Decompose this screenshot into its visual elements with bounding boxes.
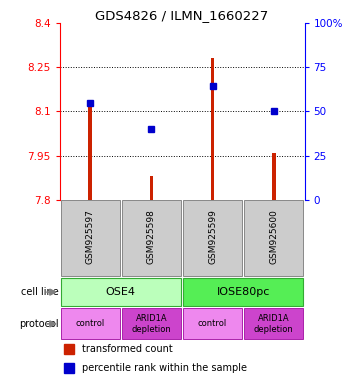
- Title: GDS4826 / ILMN_1660227: GDS4826 / ILMN_1660227: [95, 9, 269, 22]
- FancyBboxPatch shape: [244, 308, 303, 339]
- Text: control: control: [76, 319, 105, 328]
- Text: ARID1A
depletion: ARID1A depletion: [254, 314, 294, 334]
- Text: transformed count: transformed count: [82, 344, 172, 354]
- Bar: [64, 362, 74, 373]
- Text: protocol: protocol: [19, 319, 58, 329]
- Text: GSM925598: GSM925598: [147, 209, 156, 264]
- Text: percentile rank within the sample: percentile rank within the sample: [82, 363, 246, 373]
- FancyBboxPatch shape: [244, 200, 303, 276]
- Bar: [64, 344, 74, 354]
- Bar: [88, 106, 92, 200]
- FancyBboxPatch shape: [183, 278, 303, 306]
- Text: ARID1A
depletion: ARID1A depletion: [132, 314, 171, 334]
- Text: OSE4: OSE4: [106, 287, 136, 297]
- FancyBboxPatch shape: [61, 308, 120, 339]
- Text: control: control: [198, 319, 227, 328]
- FancyBboxPatch shape: [61, 278, 181, 306]
- FancyBboxPatch shape: [61, 200, 120, 276]
- Bar: [272, 152, 276, 200]
- Bar: [149, 176, 153, 200]
- Text: cell line: cell line: [21, 287, 58, 297]
- Text: IOSE80pc: IOSE80pc: [217, 287, 270, 297]
- Text: GSM925600: GSM925600: [270, 209, 278, 264]
- FancyBboxPatch shape: [122, 308, 181, 339]
- Text: GSM925597: GSM925597: [86, 209, 94, 264]
- FancyBboxPatch shape: [183, 308, 242, 339]
- FancyBboxPatch shape: [183, 200, 242, 276]
- FancyBboxPatch shape: [122, 200, 181, 276]
- Bar: [211, 58, 215, 200]
- Text: GSM925599: GSM925599: [208, 209, 217, 264]
